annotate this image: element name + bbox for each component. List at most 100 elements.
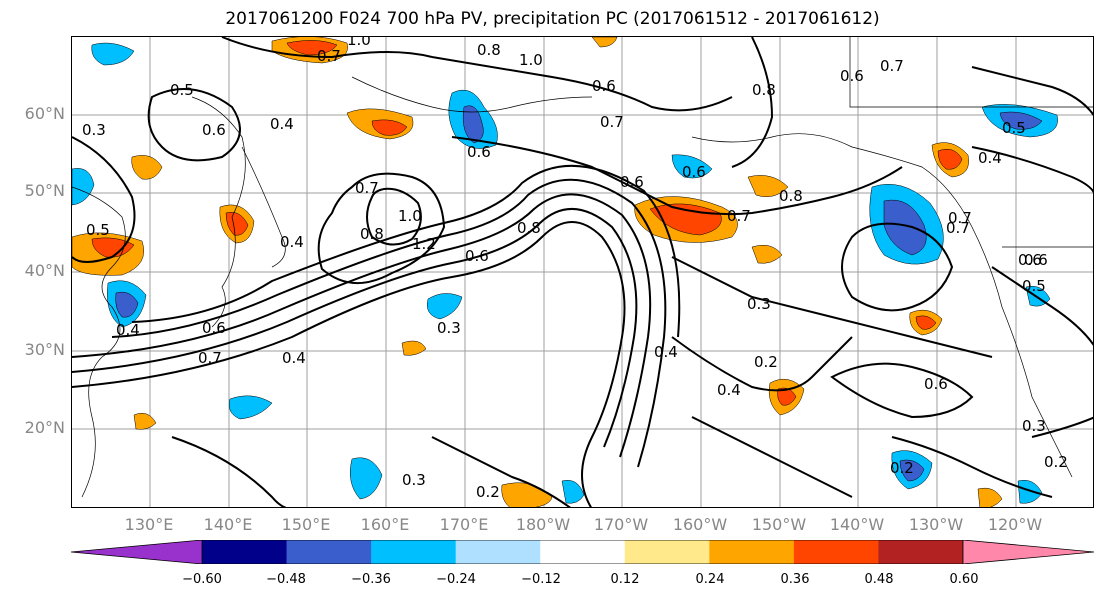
map-title: 2017061200 F024 700 hPa PV, precipitatio… — [225, 9, 880, 29]
contour-label: 0.2 — [476, 483, 500, 501]
contour-label: 0.8 — [517, 219, 541, 237]
contour-label: 0.7 — [946, 219, 970, 237]
precip-positive-core — [371, 119, 408, 136]
contour-label: 0.4 — [280, 233, 304, 251]
contour-label: 0.2 — [754, 353, 778, 371]
colorbar-tick: −0.48 — [266, 572, 306, 587]
lon-label-130e: 130°E — [124, 515, 174, 534]
precip-positive-patch — [591, 37, 618, 48]
precip-positive-patch — [401, 340, 427, 356]
precip-shading — [72, 37, 1058, 507]
colorbar-segment — [455, 540, 541, 564]
lat-label-60n: 60°N — [24, 104, 65, 123]
contour-label: 1.2 — [412, 235, 436, 253]
contour-label: 1.0 — [398, 207, 422, 225]
contour-label: 0.3 — [402, 471, 426, 489]
contour-label: 1.0 — [519, 51, 543, 69]
precip-positive-patch — [131, 155, 163, 180]
colorbar-tick: −0.24 — [436, 572, 476, 587]
contour-label: 0.6 — [620, 173, 644, 191]
contour-label: 0.5 — [1022, 277, 1046, 295]
graticule — [72, 37, 1093, 507]
pv-contours — [72, 37, 1093, 507]
colorbar-tick: 0.12 — [610, 572, 640, 587]
colorbar-segment — [371, 540, 457, 564]
contour-label: 0.4 — [116, 321, 140, 339]
colorbar-segments — [201, 540, 964, 564]
contour-label: 0.5 — [170, 81, 194, 99]
precip-positive-core — [225, 212, 249, 236]
contour-label: 0.3 — [1022, 417, 1046, 435]
contour-label: 0.7 — [600, 113, 624, 131]
colorbar-segment — [793, 540, 879, 564]
contour-label: 0.6 — [840, 67, 864, 85]
contour-label: 0.7 — [880, 57, 904, 75]
precip-positive-core — [937, 149, 963, 170]
precip-positive-core — [649, 203, 722, 236]
contour-label: 0.6 — [924, 375, 948, 393]
precip-negative-patch — [427, 293, 463, 320]
precip-positive-patch — [977, 487, 1003, 507]
contour-label: 0.6 — [467, 143, 491, 161]
contour-label: 0.6 — [592, 77, 616, 95]
contour-label: 0.6 — [682, 163, 706, 181]
contour-label: 0.6 — [465, 247, 489, 265]
precip-negative-core — [883, 199, 927, 256]
contour-label: 0.4 — [717, 381, 741, 399]
precip-negative-patch — [350, 457, 383, 500]
colorbar — [71, 540, 1094, 564]
lon-label-150e: 150°E — [281, 515, 331, 534]
precip-positive-patch — [133, 413, 157, 430]
lat-label-50n: 50°N — [24, 181, 65, 200]
colorbar-segment — [878, 540, 964, 564]
precip-negative-patch — [671, 154, 713, 179]
colorbar-segment — [286, 540, 372, 564]
lat-label-20n: 20°N — [24, 418, 65, 437]
lat-label-40n: 40°N — [24, 261, 65, 280]
colorbar-segment — [709, 540, 795, 564]
contour-label: 0.2 — [890, 459, 914, 477]
contour-label: 0.6 — [1018, 251, 1042, 269]
lon-label-130w: 130°W — [908, 515, 964, 534]
precip-positive-core — [915, 315, 937, 330]
contour-label: 0.3 — [747, 295, 771, 313]
contour-label: 1.0 — [347, 37, 371, 49]
contour-label: 0.5 — [86, 221, 110, 239]
lat-label-30n: 30°N — [24, 340, 65, 359]
colorbar-max-extend — [962, 540, 1094, 564]
contour-label: 0.6 — [202, 121, 226, 139]
lon-label-180w: 180°W — [515, 515, 571, 534]
precip-negative-core — [999, 111, 1043, 130]
contour-label-group: 1.0 0.7 0.8 1.0 0.5 0.3 0.6 0.4 0.6 0.7 … — [82, 37, 1068, 501]
precip-negative-core — [462, 105, 484, 144]
lon-label-150w: 150°W — [751, 515, 807, 534]
colorbar-tick: 0.36 — [780, 572, 810, 587]
lon-label-140e: 140°E — [203, 515, 253, 534]
lon-label-120w: 120°W — [987, 515, 1043, 534]
colorbar-segment — [540, 540, 626, 564]
contour-label: 0.3 — [437, 319, 461, 337]
colorbar-tick: 0.24 — [695, 572, 725, 587]
precip-negative-patch — [72, 168, 95, 206]
precip-negative-core — [115, 291, 139, 318]
contour-label: 0.5 — [1002, 119, 1026, 137]
lon-label-160e: 160°E — [360, 515, 410, 534]
contour-label: 0.8 — [360, 225, 384, 243]
contour-label: 0.8 — [752, 81, 776, 99]
contour-label: 0.6 — [202, 319, 226, 337]
contour-label: 0.2 — [1044, 453, 1068, 471]
contour-label: 0.4 — [654, 343, 678, 361]
precip-positive-core — [286, 40, 338, 56]
colorbar-segment — [624, 540, 710, 564]
colorbar-tick: 0.48 — [864, 572, 894, 587]
lon-label-160w: 160°W — [672, 515, 728, 534]
contour-label: 0.7 — [317, 47, 341, 65]
contour-label: 0.7 — [355, 179, 379, 197]
lon-label-170e: 170°E — [439, 515, 489, 534]
lon-label-170w: 170°W — [593, 515, 649, 534]
contour-label: 0.7 — [948, 209, 972, 227]
contour-label: 0.4 — [978, 149, 1002, 167]
colorbar-min-extend — [71, 540, 203, 564]
precip-negative-patch — [561, 480, 585, 504]
colorbar-tick: −0.12 — [521, 572, 561, 587]
